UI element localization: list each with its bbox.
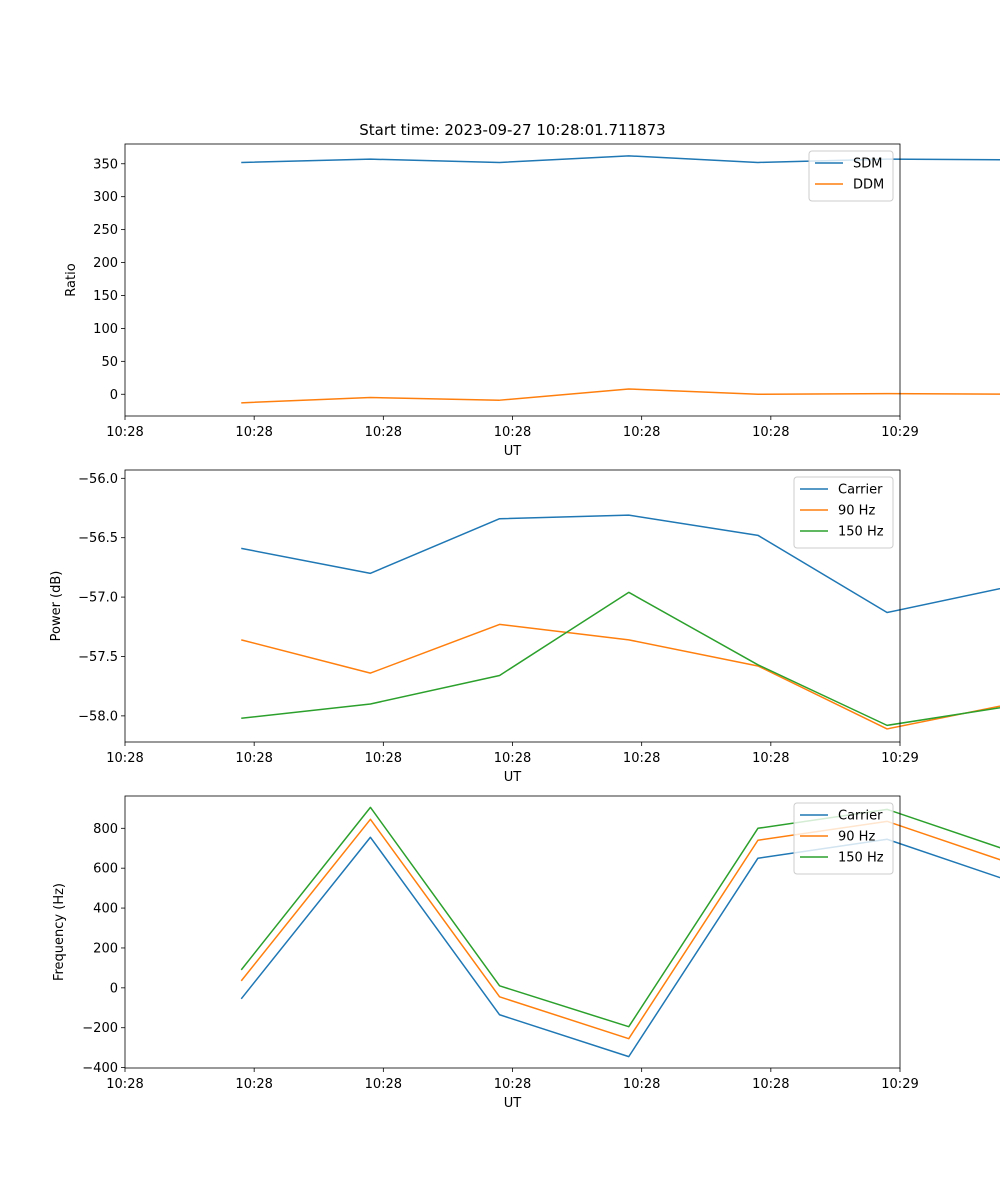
x-tick-label: 10:29 <box>881 1077 918 1092</box>
series-line-carrier <box>241 514 1000 614</box>
figure-title: Start time: 2023-09-27 10:28:01.711873 <box>359 121 665 139</box>
y-axis-label: Power (dB) <box>49 571 64 642</box>
y-tick-label: 200 <box>93 941 118 956</box>
y-axis-label: Frequency (Hz) <box>52 883 67 981</box>
y-tick-label: −57.0 <box>78 591 118 606</box>
frequency-subplot: 10:28 10:28 10:28 10:28 10:28 10:28 10:29 −400 −… <box>52 795 1000 1111</box>
y-tick-label: 300 <box>93 190 118 205</box>
legend-label: 150 Hz <box>838 851 884 866</box>
x-axis-label: UT <box>504 1096 522 1111</box>
series-line-90-hz <box>241 623 1000 730</box>
x-tick-label: 10:28 <box>365 751 402 766</box>
series-line-90-hz <box>240 818 1000 1040</box>
y-tick-label: −56.5 <box>78 531 118 546</box>
x-tick-label: 10:28 <box>623 751 660 766</box>
series-line-ddm <box>241 388 1000 404</box>
legend-label: Carrier <box>838 809 883 824</box>
x-tick-label: 10:28 <box>494 751 531 766</box>
y-tick-label: 200 <box>93 256 118 271</box>
y-tick-label: −58.0 <box>78 709 118 724</box>
x-tick-label: 10:28 <box>623 1077 660 1092</box>
y-tick-label: −57.5 <box>78 650 118 665</box>
x-tick-label: 10:28 <box>752 425 789 440</box>
y-axis-label: Ratio <box>64 263 79 296</box>
legend-label: 90 Hz <box>838 504 875 519</box>
series-line-150-hz <box>241 591 1000 727</box>
x-tick-label: 10:28 <box>494 1077 531 1092</box>
x-tick-label: 10:29 <box>881 425 918 440</box>
power-subplot: 10:28 10:28 10:28 10:28 10:28 10:28 10:29 −58.0… <box>49 469 1000 785</box>
y-tick-label: 600 <box>93 862 118 877</box>
legend-label: Carrier <box>838 483 883 498</box>
x-tick-label: 10:28 <box>494 425 531 440</box>
series-line-150-hz <box>240 806 1000 1028</box>
x-tick-label: 10:28 <box>235 751 272 766</box>
x-tick-label: 10:28 <box>106 751 143 766</box>
y-tick-label: 150 <box>93 289 118 304</box>
x-axis-label: UT <box>504 444 522 459</box>
series-line-carrier <box>240 836 1000 1058</box>
y-tick-label: 800 <box>93 822 118 837</box>
x-tick-label: 10:28 <box>106 425 143 440</box>
x-axis-label: UT <box>504 770 522 785</box>
y-tick-label: −400 <box>82 1061 118 1076</box>
legend-label: 150 Hz <box>838 525 884 540</box>
legend-label: 90 Hz <box>838 830 875 845</box>
x-tick-label: 10:28 <box>235 1077 272 1092</box>
legend-label: SDM <box>853 157 882 172</box>
x-tick-label: 10:28 <box>623 425 660 440</box>
y-tick-label: 250 <box>93 223 118 238</box>
x-tick-label: 10:28 <box>365 1077 402 1092</box>
ratio-subplot: 10:28 10:28 10:28 10:28 10:28 10:28 10:29 0 50 10… <box>64 143 1000 459</box>
x-tick-label: 10:28 <box>752 1077 789 1092</box>
series-line-sdm <box>241 155 1000 164</box>
y-tick-label: 50 <box>101 355 118 370</box>
y-tick-label: 100 <box>93 322 118 337</box>
x-tick-label: 10:28 <box>106 1077 143 1092</box>
y-tick-label: 0 <box>110 388 118 403</box>
x-tick-label: 10:29 <box>881 751 918 766</box>
x-tick-label: 10:28 <box>235 425 272 440</box>
legend-label: DDM <box>853 178 884 193</box>
y-tick-label: −200 <box>82 1021 118 1036</box>
y-tick-label: 0 <box>110 981 118 996</box>
y-tick-label: −56.0 <box>78 472 118 487</box>
x-tick-label: 10:28 <box>365 425 402 440</box>
y-tick-label: 400 <box>93 902 118 917</box>
y-tick-label: 350 <box>93 157 118 172</box>
x-tick-label: 10:28 <box>752 751 789 766</box>
